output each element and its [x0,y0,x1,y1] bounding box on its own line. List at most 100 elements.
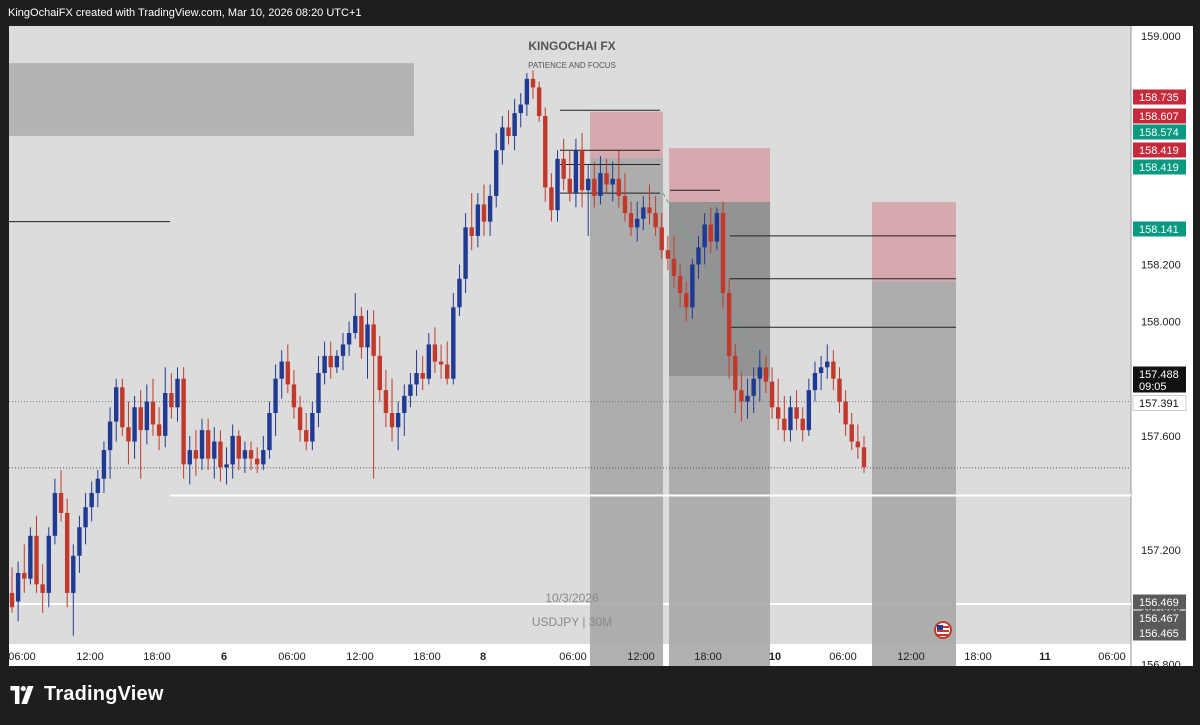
take-profit-zone [590,157,663,666]
candle-body [28,535,33,579]
price-tag-label: 158.419 [1139,145,1179,157]
candle-body [205,430,211,459]
candle-body [837,378,842,402]
candle-body [212,441,217,459]
us-flag-icon [937,625,943,630]
x-tick-label: 06:00 [829,651,857,663]
candlestick-chart[interactable]: KINGOCHAI FX PATIENCE AND FOCUS 10/3/2026 U… [0,0,1200,666]
candle-body [144,401,150,431]
candle-body [273,378,278,413]
price-tag [1132,395,1187,411]
price-tag-label: 156.467 [1139,613,1179,625]
candle-body [628,213,634,228]
candle-body [530,78,536,88]
price-tag [1133,366,1186,393]
candle-body [720,213,726,294]
candle-body [71,555,76,593]
watermark-title: KINGOCHAI FX [528,39,615,53]
candle-body [641,207,646,219]
candle-body [794,407,799,419]
price-tag [1133,159,1186,175]
candle-body [377,355,382,391]
candle-body [463,227,468,279]
candle-body [414,373,419,385]
candle-body [739,390,744,402]
candle-body [120,387,125,428]
candle-body [769,381,775,408]
candle-body [788,407,793,431]
price-tag-label: 158.574 [1139,127,1179,139]
candle-body [818,367,824,374]
candle-body [114,387,119,422]
x-tick-label: 06:00 [1098,651,1126,663]
x-tick-label: 18:00 [694,651,722,663]
candle-body [684,293,689,308]
price-tag-label: 157.391 [1139,398,1179,410]
candle-body [291,384,297,408]
candle-body [34,535,39,585]
tradingview-brand[interactable]: TradingView [44,683,164,705]
candle-body [469,227,474,236]
candle-body [451,307,456,379]
candle-body [359,315,364,348]
candle-body [708,224,713,242]
candle-body [175,378,180,408]
candle-body [420,373,425,379]
candle-body [555,158,560,211]
candle-body [487,195,493,222]
us-flag-icon [937,630,949,632]
candle-body [726,293,732,356]
chart-header: KingOchaiFX created with TradingView.com… [0,0,1200,26]
candle-body [677,275,683,294]
price-tag [1133,108,1186,124]
x-tick-label: 18:00 [413,651,441,663]
candle-body [579,150,585,191]
candle-body [745,395,750,402]
candle-body [163,393,168,436]
candle-body [89,492,94,508]
price-tag-label: 157.488 [1139,369,1179,381]
stop-loss-zone [872,201,956,282]
candle-body [346,333,352,345]
x-tick-label: 06:00 [278,651,306,663]
price-tag [1133,594,1186,610]
time-axis-area [9,644,1131,666]
candle-body [254,458,260,465]
candle-body [261,450,266,465]
candle-body [169,393,174,408]
candle-body [457,278,462,308]
price-tag-countdown: 09:05 [1139,381,1167,393]
price-tag [1133,610,1186,626]
candle-body [849,424,854,442]
candle-body [52,492,58,536]
footer-symbol: USDJPY | 30M [532,615,612,629]
price-tag [1133,124,1186,140]
candle-body [101,450,107,479]
x-tick-label: 10 [769,651,781,663]
candle-body [714,213,720,242]
candle-body [77,527,82,556]
candle-body [671,258,677,276]
y-tick-label: 158.000 [1141,317,1181,329]
x-tick-label: 8 [480,651,486,663]
candle-body [22,572,27,579]
candle-body [187,450,192,465]
price-tag [1133,142,1186,158]
candle-body [9,592,15,608]
candle-body [585,178,591,191]
candle-body [156,424,162,436]
candle-body [524,78,530,105]
candle-body [831,361,836,379]
candle-body [432,344,438,362]
candle-body [40,584,45,593]
price-tag-label: 158.735 [1139,92,1179,104]
candle-body [83,507,88,528]
candle-body [598,173,603,196]
candle-body [353,315,358,334]
stop-loss-zone [590,111,663,158]
x-tick-label: 6 [221,651,227,663]
take-profit-zone [872,281,956,666]
x-tick-label: 18:00 [143,651,171,663]
candle-body [506,127,511,136]
active-trade-zone [669,201,770,376]
